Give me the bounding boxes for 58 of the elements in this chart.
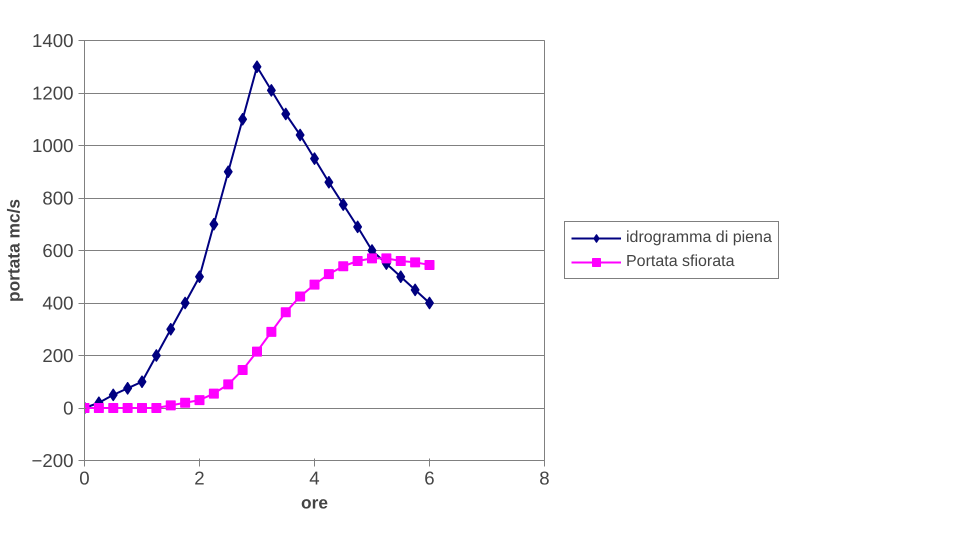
point <box>108 403 118 413</box>
y-tick-label: 1200 <box>32 82 74 104</box>
legend-label: Portata sfiorata <box>626 253 734 271</box>
point <box>396 256 406 266</box>
point <box>410 257 420 268</box>
point <box>123 382 132 395</box>
x-tick-label: 2 <box>194 468 205 488</box>
point <box>410 283 420 296</box>
x-tick-label: 8 <box>539 468 550 488</box>
point <box>238 364 248 375</box>
point <box>137 403 147 413</box>
y-tick-label: 200 <box>42 345 74 366</box>
y-tick-label: −200 <box>31 450 74 471</box>
point <box>108 388 118 402</box>
x-tick-label: 6 <box>424 468 435 488</box>
legend-label: idrogramma di piena <box>626 229 772 247</box>
y-axis-title: portata mc/s <box>3 198 24 302</box>
y-tick-label: 1400 <box>32 30 74 51</box>
point <box>296 128 305 142</box>
point <box>281 108 290 120</box>
point <box>352 256 363 266</box>
point <box>367 253 377 264</box>
point <box>152 349 161 362</box>
point <box>180 398 190 408</box>
point <box>252 346 262 357</box>
point <box>280 307 291 318</box>
y-tick-label: 0 <box>63 398 74 418</box>
y-tick-label: 1000 <box>32 135 74 156</box>
point <box>238 112 248 126</box>
y-tick-label: 800 <box>42 188 74 208</box>
point <box>338 198 348 212</box>
point <box>209 218 218 231</box>
point <box>223 379 234 390</box>
point <box>295 291 306 302</box>
point <box>266 326 276 337</box>
point <box>338 261 348 272</box>
point <box>396 270 406 284</box>
point <box>122 403 133 413</box>
point <box>166 322 176 336</box>
point <box>194 395 204 406</box>
point <box>353 220 362 234</box>
x-tick-label: 0 <box>79 468 90 488</box>
y-tick-label: 400 <box>42 292 74 314</box>
x-tick-label: 4 <box>309 468 320 488</box>
point <box>94 403 104 413</box>
point <box>180 296 190 310</box>
y-tick-label: 600 <box>42 240 74 261</box>
point <box>324 269 334 280</box>
x-axis-title: ore <box>301 492 328 512</box>
point <box>208 388 219 399</box>
point <box>324 176 334 189</box>
point <box>151 403 162 413</box>
point <box>424 260 434 270</box>
point <box>166 400 176 410</box>
point <box>310 280 320 290</box>
point <box>224 165 233 178</box>
point <box>381 253 392 264</box>
point <box>266 84 276 97</box>
